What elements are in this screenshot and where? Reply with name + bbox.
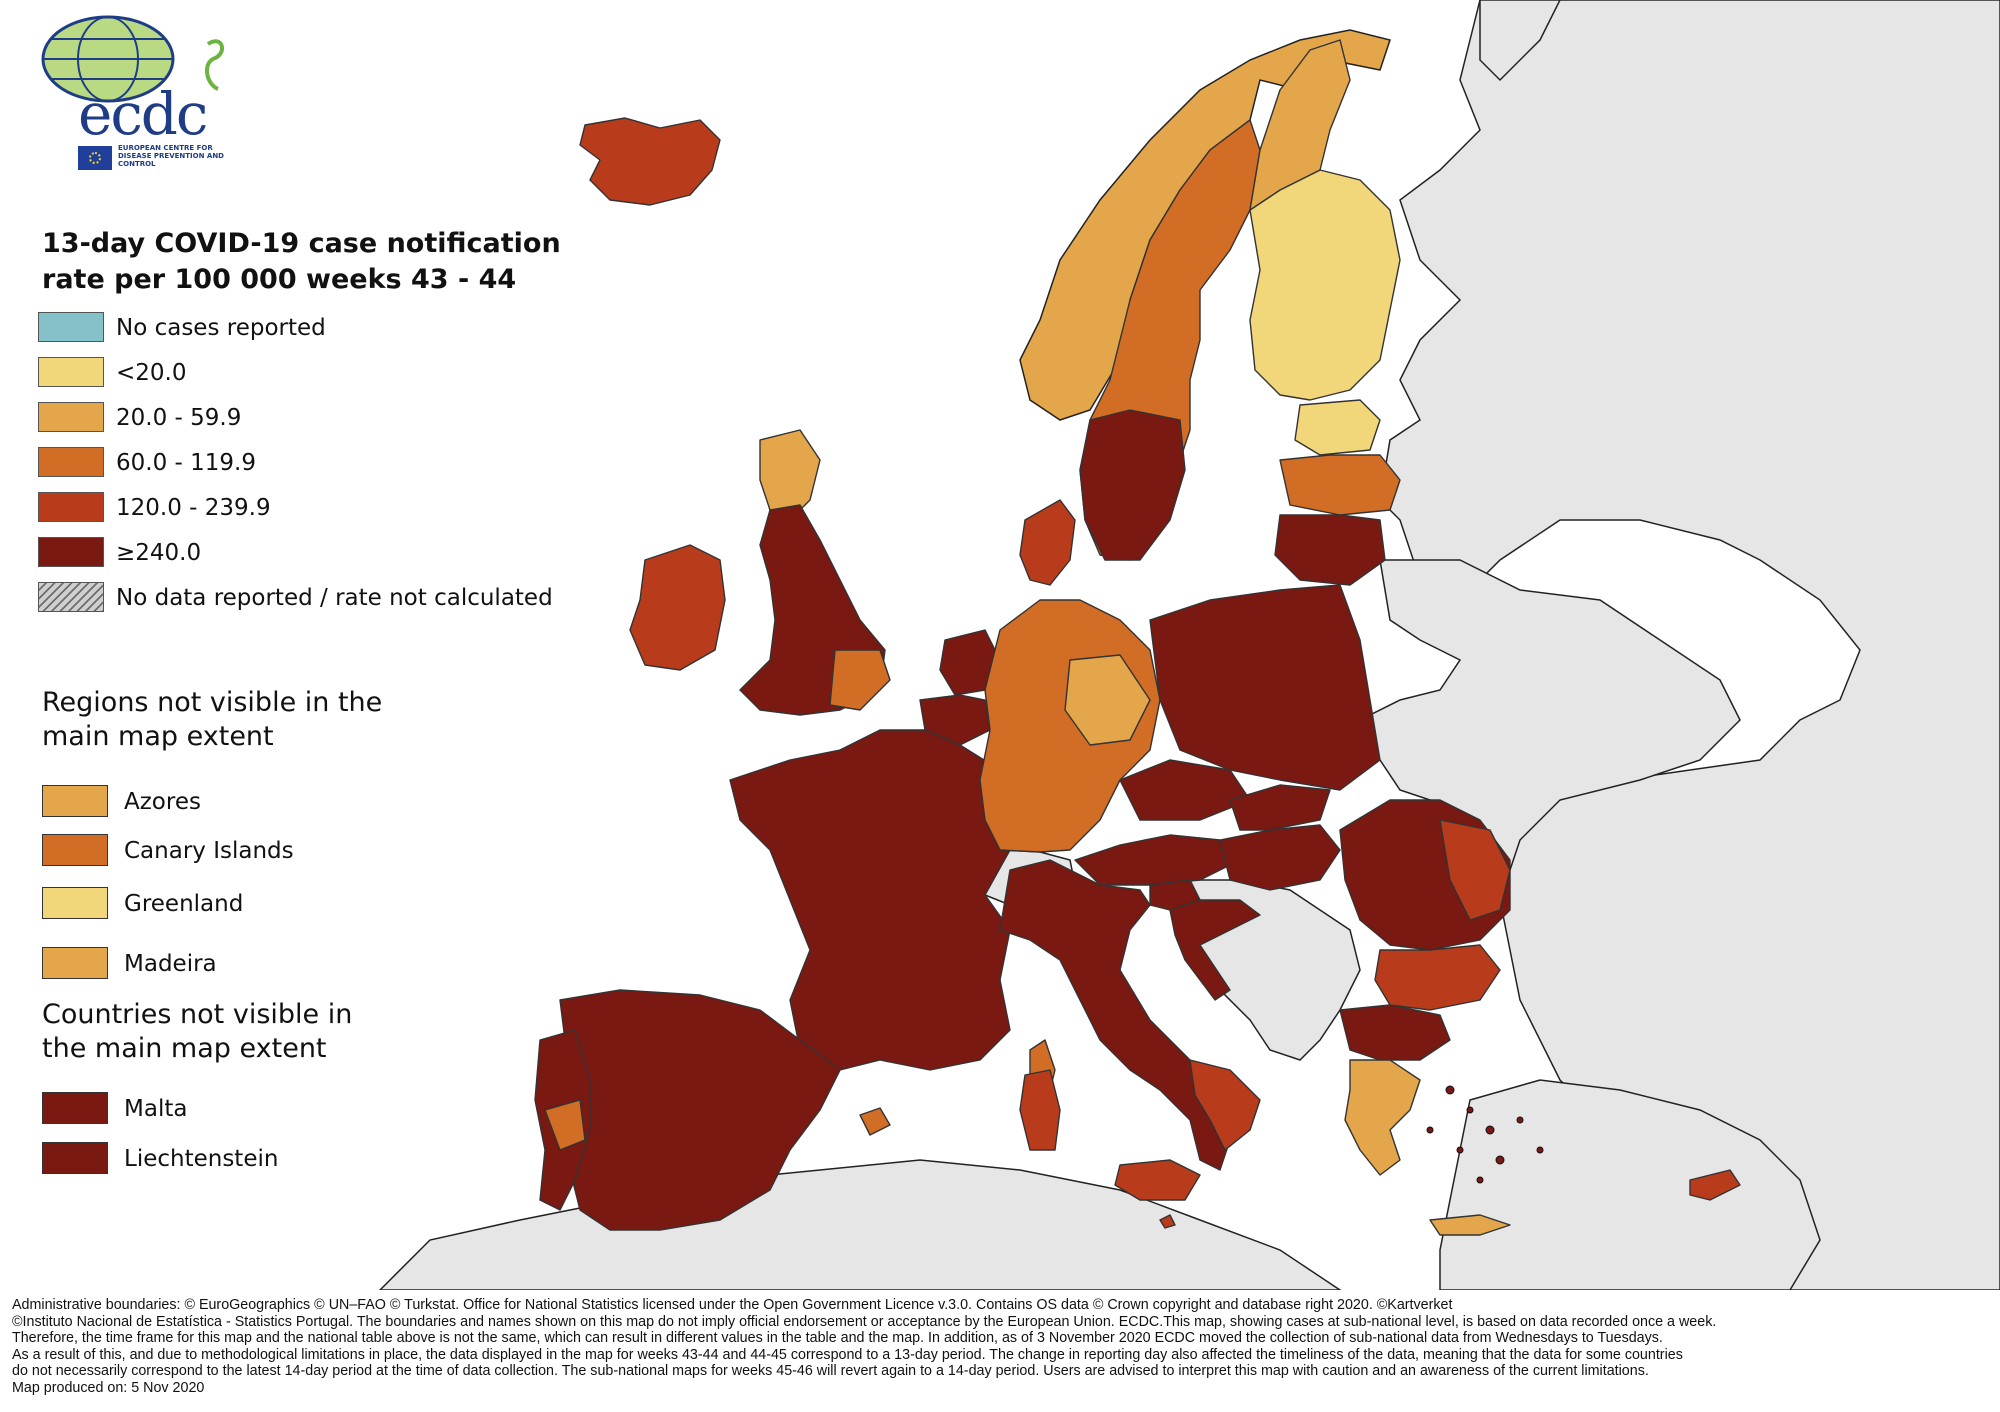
legend-item: 60.0 - 119.9 [38,447,538,477]
legend-item: 120.0 - 239.9 [38,492,538,522]
legend-item: No data reported / rate not calculated [38,582,553,612]
aegean-islands [1426,1085,1544,1184]
non-eu-land [378,0,2000,1290]
legend-swatch [38,312,104,342]
legend-item: No cases reported [38,312,538,342]
finland-north [1249,39,1351,211]
legend-label: No cases reported [116,315,326,341]
legend-label: 120.0 - 239.9 [116,495,271,521]
portugal-centre [544,1099,586,1151]
iceland [579,117,721,206]
regions-item: Greenland [42,887,442,919]
italy-south [1189,1059,1261,1151]
balearic [859,1107,891,1136]
legend-swatch [42,785,108,817]
ireland [629,544,726,671]
greece [1344,1059,1421,1176]
legend-label: ≥240.0 [116,540,202,566]
estonia [1294,399,1381,456]
legend-item: <20.0 [38,357,538,387]
legend-label: 20.0 - 59.9 [116,405,242,431]
countries-item: Malta [42,1092,442,1124]
footer-line: Therefore, the time frame for this map a… [12,1330,1663,1347]
legend-swatch [38,357,104,387]
legend-label: <20.0 [116,360,187,386]
small-islands [1159,1214,1176,1229]
denmark [1019,499,1076,586]
latvia [1279,454,1401,516]
legend-swatch [42,1092,108,1124]
cyprus [1689,1169,1741,1201]
legend-swatch [38,537,104,567]
legend-label: Liechtenstein [124,1146,279,1172]
ecdc-subtitle: EUROPEAN CENTRE FOR DISEASE PREVENTION A… [118,144,224,168]
croatia [1169,899,1261,1001]
legend-swatch [38,402,104,432]
norway [1019,29,1391,421]
legend-label: Azores [124,789,201,815]
legend-label: Canary Islands [124,838,294,864]
regions-heading: Regions not visible in the main map exte… [42,687,383,752]
sardinia [1019,1069,1061,1151]
greece-north [1339,1004,1451,1061]
sweden-south [1079,409,1186,561]
legend-label: No data reported / rate not calculated [116,585,553,611]
germany-east [1064,654,1151,746]
footer-line: ©Instituto Nacional de Estatística - Sta… [12,1313,1717,1330]
legend-swatch [38,492,104,522]
legend-label: 60.0 - 119.9 [116,450,256,476]
legend-item: ≥240.0 [38,537,538,567]
romania-east [1439,819,1511,921]
legend-label: Madeira [124,951,217,977]
france [729,729,1031,1071]
crete [1429,1214,1511,1236]
footer-line: Map produced on: 5 Nov 2020 [12,1379,205,1396]
finland [1249,169,1401,401]
bulgaria [1374,944,1501,1011]
hungary [1219,824,1341,891]
uk-south-east [829,649,891,711]
footer-line: As a result of this, and due to methodol… [12,1346,1683,1363]
regions-item: Canary Islands [42,834,442,866]
eu-flag-icon [78,146,112,170]
legend-swatch [42,834,108,866]
europe-map [378,0,2000,1290]
turkey [1439,1079,1821,1290]
regions-item: Madeira [42,947,442,979]
legend-swatch [38,582,104,612]
sicily [1114,1159,1201,1201]
poland [1149,584,1381,791]
legend-label: Malta [124,1096,188,1122]
footer-line: do not necessarily correspond to the lat… [12,1363,1649,1380]
legend-swatch [42,1142,108,1174]
greenland-edge [1479,0,1561,82]
ecdc-wordmark: ecdc [78,80,208,148]
legend-item: 20.0 - 59.9 [38,402,538,432]
legend-swatch [42,887,108,919]
slovakia [1229,784,1331,831]
legend-swatch [38,447,104,477]
lithuania [1274,514,1386,586]
map-title: 13-day COVID-19 case notification rate p… [42,228,561,295]
countries-item: Liechtenstein [42,1142,442,1174]
footer-credits: Administrative boundaries: © EuroGeograp… [12,1297,1997,1397]
legend-swatch [42,947,108,979]
regions-item: Azores [42,785,442,817]
legend-label: Greenland [124,891,244,917]
countries-heading: Countries not visible in the main map ex… [42,999,353,1064]
footer-line: Administrative boundaries: © EuroGeograp… [12,1297,1453,1313]
ecdc-logo [38,14,238,174]
russia-east [1379,0,2000,1290]
north-africa [378,1159,1342,1290]
globe-icon [41,15,224,103]
